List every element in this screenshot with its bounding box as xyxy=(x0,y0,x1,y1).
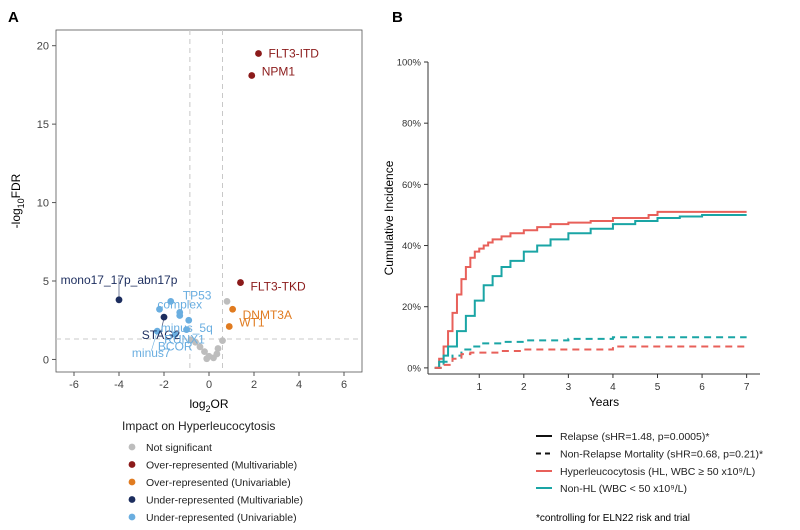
incidence-ticks: 1 2 3 4 5 6 7 0% 20% 40% 60% 80% 100% xyxy=(397,58,750,394)
y-tick-label: 5 xyxy=(43,276,49,288)
legend-linetype-label-non-relapse-mortality-shr-0-68-p-0-21: Non-Relapse Mortality (sHR=0.68, p=0.21)… xyxy=(560,449,763,461)
legend-label-under-represented-multivariable: Under-represented (Multivariable) xyxy=(146,495,303,507)
point-tp53 xyxy=(167,298,175,305)
point-label-flt3-itd: FLT3-ITD xyxy=(269,47,320,61)
volcano-y-axis-label: -log10FDR xyxy=(9,173,26,228)
x-tick-label: 6 xyxy=(699,382,705,393)
point xyxy=(223,298,231,305)
x-tick-label: 4 xyxy=(296,379,302,391)
panel-b-label: B xyxy=(392,9,403,26)
point xyxy=(187,336,195,344)
incidence-legend: Relapse (sHR=1.48, p=0.0005)* Non-Relapse… xyxy=(536,431,763,495)
y-tick-label: 0 xyxy=(43,354,49,366)
point-flt3-tkd xyxy=(237,279,244,286)
point-flt3-itd xyxy=(255,50,262,57)
y-tick-label: 20% xyxy=(402,302,422,313)
legend-label-over-represented-univariable: Over-represented (Univariable) xyxy=(146,477,291,489)
point-label-wt1: WT1 xyxy=(239,316,265,330)
incidence-series xyxy=(434,210,747,369)
x-tick-label: -4 xyxy=(114,379,124,391)
point-dnmt3a xyxy=(229,305,237,313)
legend-marker-not-significant xyxy=(128,443,136,451)
panel-a-label: A xyxy=(8,9,19,26)
y-tick-label: 80% xyxy=(402,119,422,130)
volcano-x-axis-label: log2OR xyxy=(189,397,228,414)
legend-color-label-hyperleucocytosis-hl-wbc-50-x10-l: Hyperleucocytosis (HL, WBC ≥ 50 x10⁹/L) xyxy=(560,466,755,478)
x-tick-label: 5 xyxy=(655,382,661,393)
incidence-y-axis-label: Cumulative Incidence xyxy=(382,160,396,275)
point-label-flt3-tkd: FLT3-TKD xyxy=(251,280,306,294)
volcano-legend: Impact on Hyperleucocytosis Not significa… xyxy=(122,419,303,524)
point-label-npm1: NPM1 xyxy=(262,64,296,78)
point xyxy=(203,355,211,363)
y-tick-label: 10 xyxy=(37,198,49,210)
point xyxy=(201,348,208,356)
legend-marker-under-represented-univariable xyxy=(128,513,136,521)
point-label-runx1: RUNX1 xyxy=(164,333,205,347)
series-hyperleucocytosis-hl-wbc-50-x10-l-non-relapse-mortality xyxy=(434,345,747,369)
y-tick-label: 15 xyxy=(37,119,49,131)
volcano-ticks: -6 -4 -2 0 2 4 6 0 5 10 15 20 xyxy=(37,41,347,391)
y-tick-label: 20 xyxy=(37,41,49,53)
x-tick-label: 2 xyxy=(251,379,257,391)
y-tick-label: 0% xyxy=(407,363,421,374)
point-label-tp53: TP53 xyxy=(183,288,212,302)
volcano-points xyxy=(115,50,262,363)
incidence-footnote: *controlling for ELN22 risk and trial xyxy=(536,513,690,524)
point-npm1 xyxy=(248,72,256,79)
point-complex xyxy=(176,308,184,316)
cumulative-incidence-plot: 1 2 3 4 5 6 7 0% 20% 40% 60% 80% 100% Years Cumulati… xyxy=(382,58,763,525)
point-label-minus-5q: minus_5q xyxy=(161,321,213,335)
point xyxy=(156,305,163,313)
x-tick-label: 6 xyxy=(341,379,347,391)
point xyxy=(219,337,226,345)
point-label-stag2: STAG2 xyxy=(142,328,181,342)
point-minus-5q xyxy=(185,316,193,324)
volcano-plot: -6 -4 -2 0 2 4 6 0 5 10 15 20 FLT3-ITD NPM1 FLT3-TKD D… xyxy=(9,29,363,524)
incidence-x-axis-label: Years xyxy=(589,395,619,409)
x-tick-label: -2 xyxy=(159,379,169,391)
series-hyperleucocytosis-hl-wbc-50-x10-l-relapse xyxy=(434,210,747,369)
point xyxy=(196,343,204,351)
point-label-dnmt3a: DNMT3A xyxy=(243,308,292,322)
legend-label-under-represented-univariable: Under-represented (Univariable) xyxy=(146,512,297,524)
label-leader-line xyxy=(150,331,158,352)
point-label-mono17-17p-abn17p: mono17_17p_abn17p xyxy=(61,273,178,287)
x-tick-label: -6 xyxy=(69,379,79,391)
y-tick-label: 40% xyxy=(402,241,422,252)
point-bcor xyxy=(171,330,179,338)
label-leader-line xyxy=(160,317,165,334)
point-wt1 xyxy=(225,323,233,330)
series-non-hl-wbc-50-x10-l-relapse xyxy=(434,213,747,369)
x-tick-label: 3 xyxy=(566,382,572,393)
x-tick-label: 1 xyxy=(476,382,482,393)
x-tick-label: 4 xyxy=(610,382,616,393)
legend-marker-over-represented-univariable xyxy=(128,478,136,486)
point xyxy=(214,345,222,352)
legend-color-label-non-hl-wbc-50-x10-l: Non-HL (WBC < 50 x10⁹/L) xyxy=(560,483,687,495)
legend-marker-over-represented-multivariable xyxy=(128,461,136,468)
legend-marker-under-represented-multivariable xyxy=(128,496,136,503)
y-tick-label: 100% xyxy=(397,58,422,69)
volcano-reference-lines xyxy=(56,30,362,372)
point-label-minus7: minus7 xyxy=(132,346,171,360)
point-label-complex: complex xyxy=(157,297,202,311)
y-tick-label: 60% xyxy=(402,180,422,191)
point xyxy=(213,350,221,358)
legend-title: Impact on Hyperleucocytosis xyxy=(122,419,275,433)
legend-label-not-significant: Not significant xyxy=(146,442,212,454)
x-tick-label: 2 xyxy=(521,382,527,393)
point-runx1 xyxy=(183,326,190,334)
incidence-axes xyxy=(427,62,760,375)
legend-label-over-represented-multivariable: Over-represented (Multivariable) xyxy=(146,460,297,472)
x-tick-label: 7 xyxy=(744,382,750,393)
legend-linetype-label-relapse-shr-1-48-p-0-0005: Relapse (sHR=1.48, p=0.0005)* xyxy=(560,431,709,443)
x-tick-label: 0 xyxy=(206,379,212,391)
point-label-bcor: BCOR xyxy=(158,339,193,353)
